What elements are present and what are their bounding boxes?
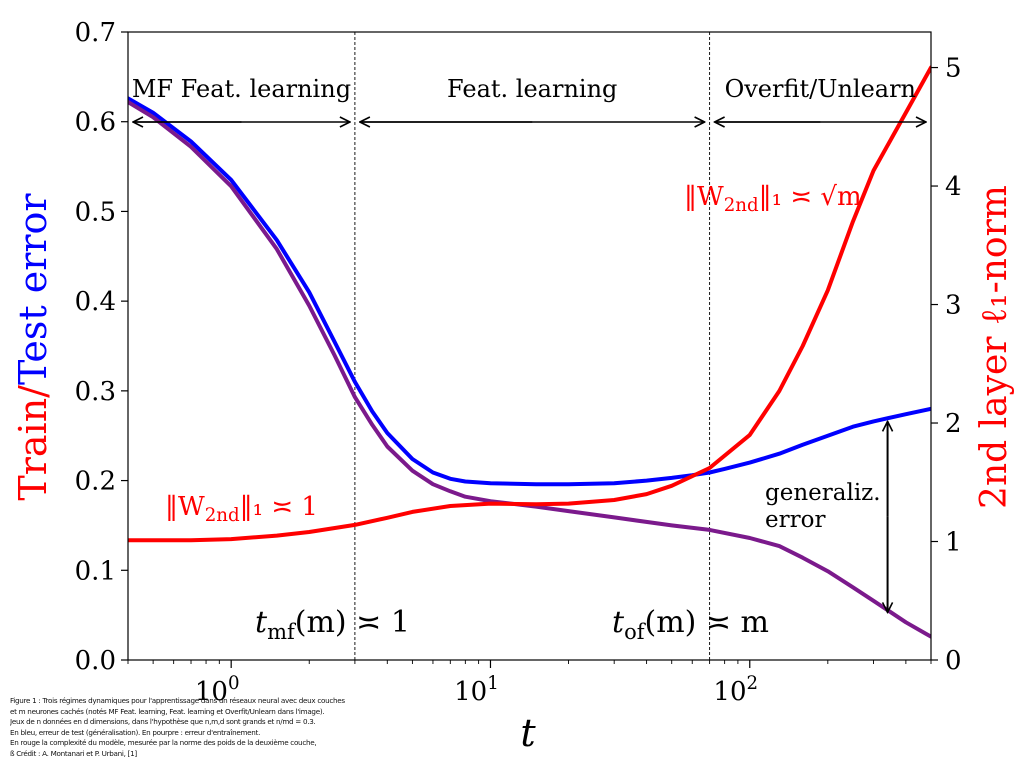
series-train-error bbox=[128, 100, 931, 639]
phase-label-1: MF Feat. learning bbox=[132, 75, 351, 103]
x-tick-label-2: 102 bbox=[713, 673, 758, 707]
y-right-tick-label-2: 2 bbox=[945, 409, 962, 439]
series-2nd-layer-norm bbox=[128, 65, 931, 543]
caption-line-2: et m neurones cachés (notés MF Feat. lea… bbox=[10, 706, 325, 716]
x-tick-label-1: 101 bbox=[454, 673, 499, 707]
y-left-tick-label-2: 0.2 bbox=[75, 467, 116, 497]
t-mf-annotation: tmf(m) ≍ 1 bbox=[255, 605, 410, 644]
y-left-tick-label-1: 0.1 bbox=[75, 556, 116, 586]
series-test-error bbox=[128, 96, 931, 487]
y-right-tick-label-5: 5 bbox=[945, 54, 962, 84]
x-axis-label: t bbox=[520, 711, 536, 755]
y-right-tick-label-4: 4 bbox=[945, 172, 962, 202]
phase-label-2: Feat. learning bbox=[447, 75, 617, 103]
y-left-tick-label-0: 0.0 bbox=[75, 646, 116, 676]
plot-frame bbox=[127, 31, 932, 661]
caption-line-5: En rouge la complexité du modèle, mesuré… bbox=[10, 738, 317, 748]
norm-constant-annotation: ‖W2nd‖₁ ≍ 1 bbox=[165, 492, 318, 526]
y-right-tick-label-3: 3 bbox=[945, 291, 962, 321]
y-left-axis-label: Train/Test error bbox=[11, 193, 55, 501]
caption-line-1: Figure 1 : Trois régimes dynamiques pour… bbox=[10, 696, 345, 705]
y-right-tick-label-0: 0 bbox=[945, 646, 962, 676]
caption-line-4: En bleu, erreur de test (généralisation)… bbox=[10, 727, 261, 737]
caption-line-6: ß Crédit : A. Montanari et P. Urbani, [1… bbox=[10, 748, 137, 758]
caption-line-3: Jeux de n données en d dimensions, dans … bbox=[10, 717, 316, 727]
y-left-tick-label-6: 0.6 bbox=[75, 108, 116, 138]
phase-label-3: Overfit/Unlearn bbox=[725, 75, 916, 103]
annotations-layer: MF Feat. learning Feat. learning Overfit/U… bbox=[132, 75, 926, 644]
generalization-label-line-1: generaliz. bbox=[765, 480, 881, 506]
series-layer bbox=[128, 65, 931, 639]
vertical-dashed-lines bbox=[354, 32, 711, 660]
y-left-tick-label-3: 0.3 bbox=[75, 377, 116, 407]
y-left-tick-label-4: 0.4 bbox=[75, 287, 116, 317]
y-right-tick-label-1: 1 bbox=[945, 528, 962, 558]
figure-caption: Figure 1 : Trois régimes dynamiques pour… bbox=[10, 696, 410, 760]
y-left-tick-label-5: 0.5 bbox=[75, 197, 116, 227]
y-right-axis-label: 2nd layer ℓ₁-norm bbox=[974, 185, 1015, 509]
generalization-label-line-2: error bbox=[765, 507, 825, 533]
t-of-annotation: tof(m) ≍ m bbox=[612, 605, 769, 644]
y-left-tick-label-7: 0.7 bbox=[75, 18, 116, 48]
norm-sqrt-annotation: ‖W2nd‖₁ ≍ √m bbox=[684, 182, 862, 216]
